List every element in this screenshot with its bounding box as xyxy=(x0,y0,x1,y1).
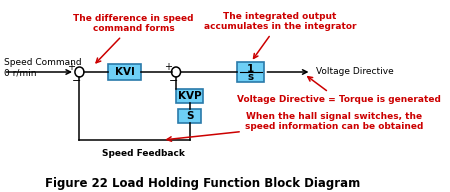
Text: −: − xyxy=(169,76,178,86)
Text: S: S xyxy=(186,111,194,121)
FancyBboxPatch shape xyxy=(108,64,141,80)
Text: KVI: KVI xyxy=(115,67,135,77)
FancyBboxPatch shape xyxy=(238,62,265,82)
FancyBboxPatch shape xyxy=(176,89,203,103)
Text: The difference in speed
command forms: The difference in speed command forms xyxy=(73,14,194,63)
Text: Voltage Directive: Voltage Directive xyxy=(316,68,394,76)
Text: s: s xyxy=(248,72,254,82)
FancyBboxPatch shape xyxy=(178,109,201,123)
Text: When the hall signal switches, the
speed information can be obtained: When the hall signal switches, the speed… xyxy=(167,112,423,141)
Text: Figure 22 Load Holding Function Block Diagram: Figure 22 Load Holding Function Block Di… xyxy=(45,176,361,190)
Text: Speed Command
0 r/min: Speed Command 0 r/min xyxy=(4,58,81,78)
Text: −: − xyxy=(72,76,81,86)
Text: +: + xyxy=(68,62,75,72)
Text: +: + xyxy=(164,62,172,72)
Text: The integrated output
accumulates in the integrator: The integrated output accumulates in the… xyxy=(203,12,356,58)
Text: KVP: KVP xyxy=(178,91,201,101)
Text: 1: 1 xyxy=(248,64,255,74)
Text: Voltage Directive = Torque is generated: Voltage Directive = Torque is generated xyxy=(237,77,441,104)
Text: Speed Feedback: Speed Feedback xyxy=(102,149,185,158)
